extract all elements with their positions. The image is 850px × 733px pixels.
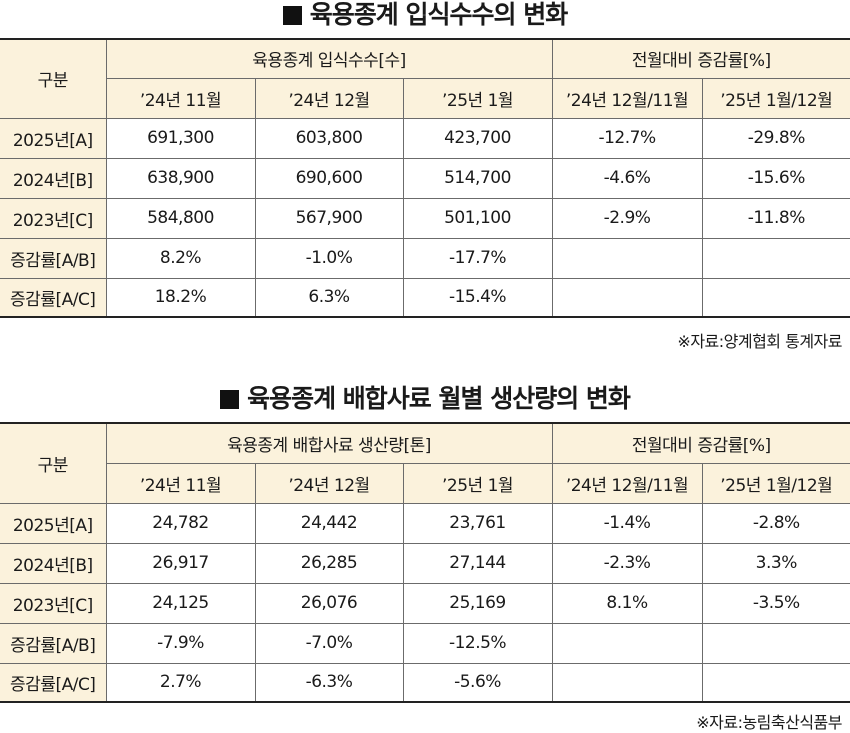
table-cell: 3.3%: [701, 542, 850, 584]
table-row: 증감률[A/B] -7.9% -7.0% -12.5%: [0, 622, 850, 664]
table-cell: 2.7%: [105, 662, 256, 703]
row-label: 2025년[A]: [0, 117, 107, 159]
table-cell: 514,700: [402, 157, 553, 199]
table-cell: 8.2%: [105, 237, 256, 279]
table-cell: -2.9%: [551, 197, 703, 239]
square-bullet-icon: [282, 6, 302, 25]
table-cell: [701, 237, 850, 279]
table-cell: 584,800: [105, 197, 256, 239]
table2-title: 육용종계 배합사료 월별 생산량의 변화: [0, 384, 850, 414]
table-cell: -12.5%: [402, 622, 553, 664]
table-cell: -15.4%: [402, 277, 553, 318]
row-header: 구분: [0, 38, 107, 119]
table1: 구분 육용종계 입식수수[수] 전월대비 증감률[%] ’24년 11월 ’24…: [0, 38, 850, 318]
column-header: ’24년 12월: [254, 77, 404, 119]
table1-title: 육용종계 입식수수의 변화: [0, 0, 850, 30]
column-header: ’24년 12월/11월: [551, 462, 703, 504]
table-cell: -5.6%: [402, 662, 553, 703]
column-header: ’24년 12월/11월: [551, 77, 703, 119]
group-header-rate: 전월대비 증감률[%]: [551, 38, 850, 79]
table-cell: [551, 622, 703, 664]
table-cell: 27,144: [402, 542, 553, 584]
table-cell: [551, 237, 703, 279]
table-cell: -12.7%: [551, 117, 703, 159]
table-row: 2025년[A] 691,300 603,800 423,700 -12.7% …: [0, 117, 850, 159]
table-cell: -3.5%: [701, 582, 850, 624]
table-cell: 23,761: [402, 502, 553, 544]
group-header-quantity: 육용종계 배합사료 생산량[톤]: [105, 422, 553, 464]
group-header-rate: 전월대비 증감률[%]: [551, 422, 850, 464]
square-bullet-icon: [220, 390, 240, 409]
table-row: 2025년[A] 24,782 24,442 23,761 -1.4% -2.8…: [0, 502, 850, 544]
row-label: 증감률[A/C]: [0, 277, 107, 318]
column-header: ’24년 11월: [106, 77, 256, 119]
table-cell: -11.8%: [701, 197, 850, 239]
table-cell: -15.6%: [701, 157, 850, 199]
table-cell: 6.3%: [254, 277, 404, 318]
table-cell: 26,285: [254, 542, 404, 584]
table-cell: -7.0%: [254, 622, 404, 664]
table-cell: 690,600: [254, 157, 404, 199]
table-cell: -1.4%: [551, 502, 703, 544]
table-cell: 423,700: [402, 117, 553, 159]
table-row: 증감률[A/B] 8.2% -1.0% -17.7%: [0, 237, 850, 279]
table-cell: -6.3%: [254, 662, 404, 703]
row-label: 2024년[B]: [0, 157, 107, 199]
column-header: ’25년 1월: [402, 462, 553, 504]
row-label: 증감률[A/B]: [0, 237, 107, 279]
table-cell: 567,900: [254, 197, 404, 239]
table-cell: 24,125: [105, 582, 256, 624]
table-cell: -17.7%: [402, 237, 553, 279]
table-cell: -1.0%: [254, 237, 404, 279]
row-label: 증감률[A/B]: [0, 622, 107, 664]
table-cell: 638,900: [105, 157, 256, 199]
column-header: ’25년 1월/12월: [701, 77, 850, 119]
column-header: ’25년 1월/12월: [701, 462, 850, 504]
table-cell: -2.3%: [551, 542, 703, 584]
table-row: 2024년[B] 638,900 690,600 514,700 -4.6% -…: [0, 157, 850, 199]
table-cell: 501,100: [402, 197, 553, 239]
row-label: 2024년[B]: [0, 542, 107, 584]
table-cell: 603,800: [254, 117, 404, 159]
table-cell: -29.8%: [701, 117, 850, 159]
table-cell: -4.6%: [551, 157, 703, 199]
table-cell: 26,917: [105, 542, 256, 584]
table-cell: [551, 277, 703, 318]
table-cell: 26,076: [254, 582, 404, 624]
table-cell: [701, 622, 850, 664]
table-row: 2024년[B] 26,917 26,285 27,144 -2.3% 3.3%: [0, 542, 850, 584]
table-cell: [701, 662, 850, 703]
table-cell: 8.1%: [551, 582, 703, 624]
column-header: ’24년 11월: [106, 462, 256, 504]
table-cell: 24,442: [254, 502, 404, 544]
table-cell: 24,782: [105, 502, 256, 544]
table-cell: -7.9%: [105, 622, 256, 664]
table1-source: ※자료:양계협회 통계자료: [677, 332, 842, 351]
table-row: 증감률[A/C] 18.2% 6.3% -15.4%: [0, 277, 850, 318]
column-header: ’24년 12월: [254, 462, 404, 504]
row-label: 증감률[A/C]: [0, 662, 107, 703]
table-cell: [551, 662, 703, 703]
table-cell: 18.2%: [105, 277, 256, 318]
table-cell: [701, 277, 850, 318]
table2: 구분 육용종계 배합사료 생산량[톤] 전월대비 증감률[%] ’24년 11월…: [0, 422, 850, 703]
group-header-quantity: 육용종계 입식수수[수]: [105, 38, 553, 79]
table-cell: -2.8%: [701, 502, 850, 544]
table-row: 2023년[C] 24,125 26,076 25,169 8.1% -3.5%: [0, 582, 850, 624]
table2-title-text: 육용종계 배합사료 월별 생산량의 변화: [247, 384, 631, 413]
column-header: ’25년 1월: [402, 77, 553, 119]
table2-source: ※자료:농림축산식품부: [696, 713, 842, 732]
row-header: 구분: [0, 422, 107, 504]
row-label: 2025년[A]: [0, 502, 107, 544]
table-row: 2023년[C] 584,800 567,900 501,100 -2.9% -…: [0, 197, 850, 239]
table-cell: 25,169: [402, 582, 553, 624]
table-cell: 691,300: [105, 117, 256, 159]
table1-title-text: 육용종계 입식수수의 변화: [309, 0, 568, 29]
row-label: 2023년[C]: [0, 582, 107, 624]
row-label: 2023년[C]: [0, 197, 107, 239]
table-row: 증감률[A/C] 2.7% -6.3% -5.6%: [0, 662, 850, 703]
